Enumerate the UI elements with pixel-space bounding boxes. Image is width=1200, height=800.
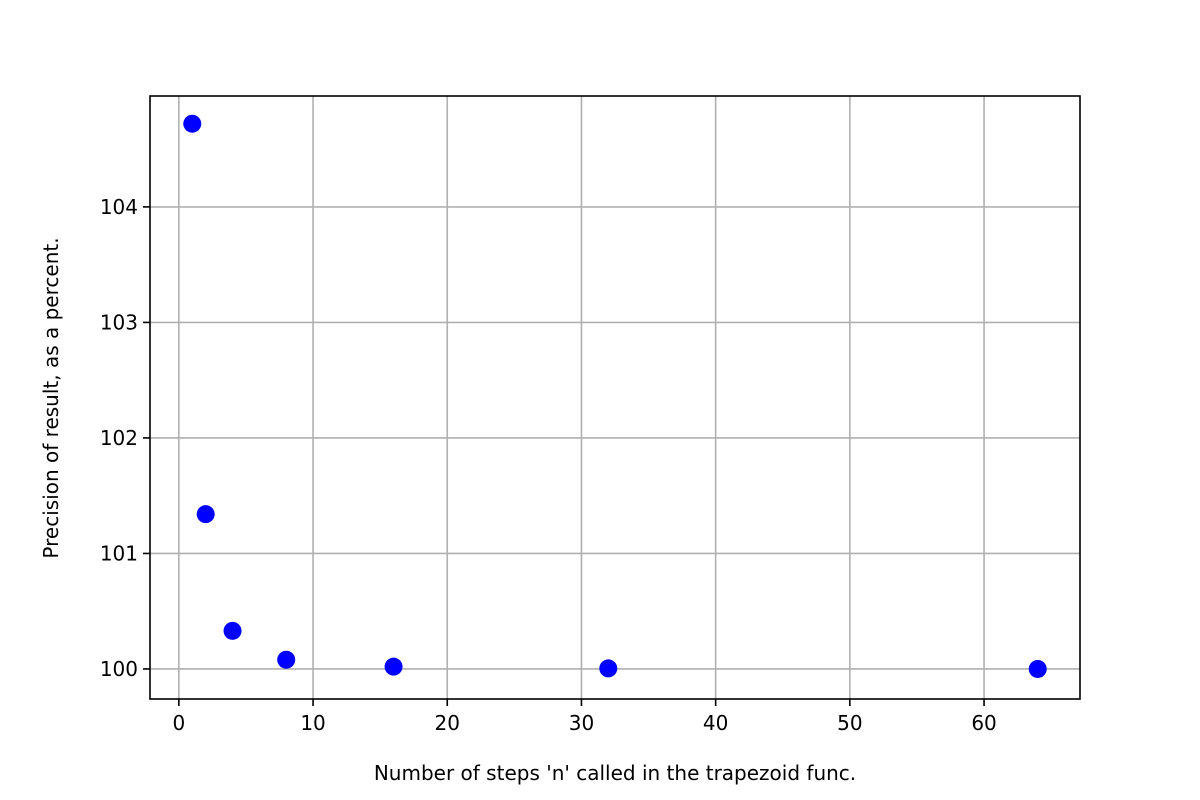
y-tick-label: 103 [100, 310, 138, 334]
x-tick-label: 10 [300, 711, 325, 735]
x-tick-label: 50 [837, 711, 862, 735]
axis-ticks: 0 10 20 30 40 50 60 100 101 102 103 104 [100, 195, 997, 735]
y-tick-label: 104 [100, 195, 138, 219]
data-point [183, 114, 202, 133]
y-tick-label: 100 [100, 657, 138, 681]
data-point [384, 657, 403, 676]
y-axis-label: Precision of result, as a percent. [39, 237, 63, 558]
data-point [223, 621, 242, 640]
x-tick-label: 60 [971, 711, 996, 735]
y-tick-label: 101 [100, 541, 138, 565]
x-tick-label: 40 [703, 711, 728, 735]
plot-area-frame [149, 95, 1081, 700]
data-points [183, 114, 1047, 678]
x-axis-label: Number of steps 'n' called in the trapez… [374, 761, 856, 785]
x-tick-label: 20 [435, 711, 460, 735]
x-tick-label: 30 [569, 711, 594, 735]
y-tick-label: 102 [100, 426, 138, 450]
data-point [196, 505, 215, 524]
grid [150, 96, 1080, 699]
data-point [277, 650, 296, 669]
data-point [599, 659, 618, 678]
x-tick-label: 0 [172, 711, 185, 735]
data-point [1028, 659, 1047, 678]
